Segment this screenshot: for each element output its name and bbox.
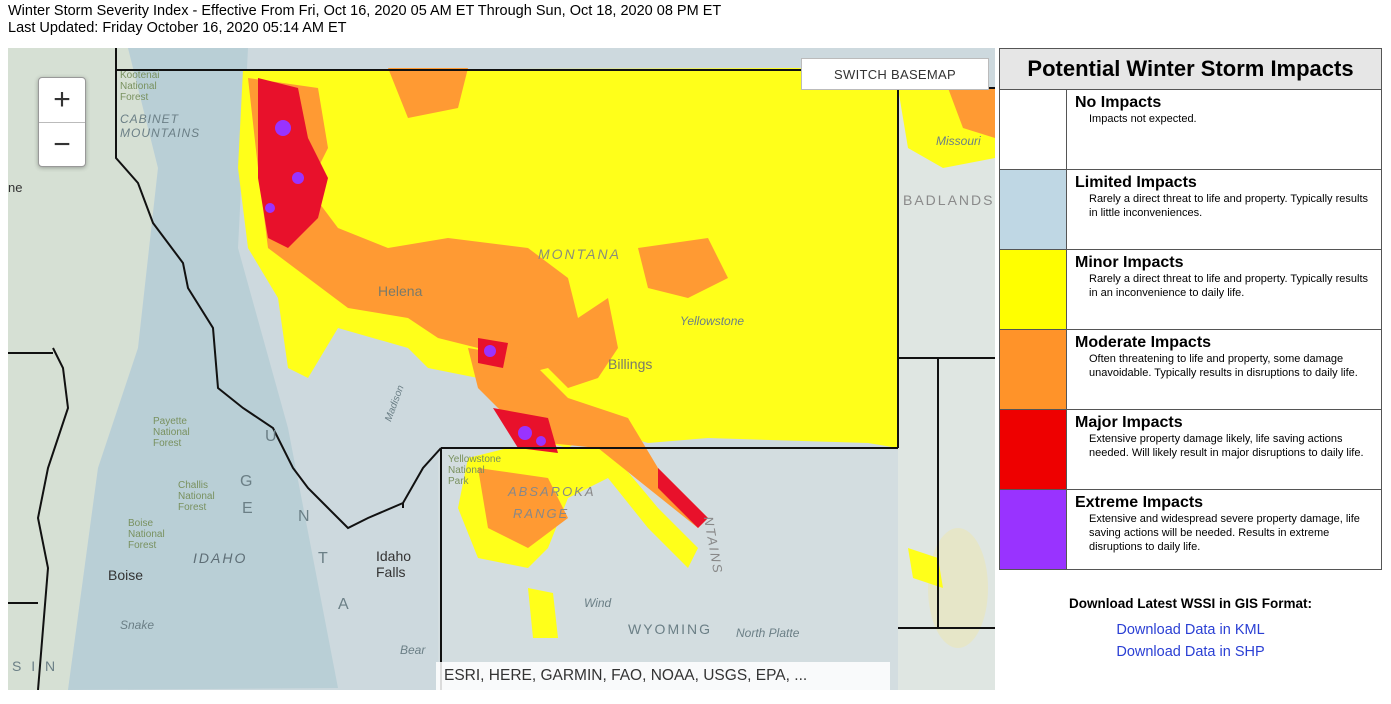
wssi-extreme-2 bbox=[292, 172, 304, 184]
legend-row-desc: Rarely a direct threat to life and prope… bbox=[1089, 193, 1368, 219]
switch-basemap-button[interactable]: SWITCH BASEMAP bbox=[801, 58, 989, 90]
legend-row-desc: Often threatening to life and property, … bbox=[1089, 353, 1358, 379]
wssi-major-north bbox=[258, 78, 328, 248]
legend-row-limited: Limited Impacts Rarely a direct threat t… bbox=[1000, 170, 1381, 250]
legend-swatch-extreme bbox=[1000, 490, 1067, 569]
terrain-west bbox=[8, 48, 158, 690]
label-idaho: IDAHO bbox=[193, 550, 248, 566]
wssi-extreme-4 bbox=[484, 345, 496, 357]
label-wyoming: WYOMING bbox=[628, 621, 712, 637]
label-yellowstone-np: Yellowstone National Park bbox=[448, 454, 502, 487]
label-range-letter-4: N bbox=[298, 508, 310, 525]
legend-row-title: Major Impacts bbox=[1075, 414, 1183, 431]
label-yellowstone-river: Yellowstone bbox=[680, 314, 745, 328]
legend-row-desc: Rarely a direct threat to life and prope… bbox=[1089, 273, 1368, 299]
legend-row-moderate: Moderate Impacts Often threatening to li… bbox=[1000, 330, 1381, 410]
label-range-letter-6: A bbox=[338, 596, 349, 613]
terrain-blob bbox=[928, 528, 988, 648]
legend-row-title: Extreme Impacts bbox=[1075, 494, 1204, 511]
label-missouri: Missouri bbox=[936, 134, 981, 148]
wssi-moderate-east bbox=[638, 238, 728, 298]
label-montana: MONTANA bbox=[538, 246, 621, 262]
label-cabinet: CABINET MOUNTAINS bbox=[120, 112, 201, 140]
download-section: Download Latest WSSI in GIS Format: Down… bbox=[999, 596, 1382, 663]
impacts-legend: Potential Winter Storm Impacts No Impact… bbox=[999, 48, 1382, 570]
zoom-in-button[interactable]: + bbox=[53, 83, 71, 116]
page-header: Winter Storm Severity Index - Effective … bbox=[8, 3, 721, 37]
label-snake: Snake bbox=[120, 618, 155, 632]
label-range-letter-1: G bbox=[240, 473, 253, 490]
label-range-letter-2: E bbox=[242, 500, 253, 517]
label-boise-nf: Boise National Forest bbox=[128, 518, 165, 551]
wssi-moderate-south bbox=[468, 348, 708, 528]
legend-text: No Impacts Impacts not expected. bbox=[1067, 90, 1205, 169]
label-ne: ne bbox=[8, 180, 23, 195]
legend-title: Potential Winter Storm Impacts bbox=[1000, 49, 1381, 90]
label-kootenai: Kootenai National Forest bbox=[120, 70, 160, 103]
legend-row-title: Limited Impacts bbox=[1075, 174, 1197, 191]
legend-row-no-impacts: No Impacts Impacts not expected. bbox=[1000, 90, 1381, 170]
wssi-moderate-absaroka bbox=[478, 468, 568, 548]
label-idaho-falls: Idaho Falls bbox=[376, 548, 412, 580]
label-wind: Wind bbox=[584, 596, 612, 610]
legend-swatch-moderate bbox=[1000, 330, 1067, 409]
wssi-minor-spot bbox=[908, 548, 943, 588]
map-panel[interactable]: MONTANA Helena Billings IDAHO Idaho Fall… bbox=[8, 48, 995, 690]
wssi-extreme-3 bbox=[265, 203, 275, 213]
label-absaroka: ABSAROKA bbox=[508, 484, 596, 499]
map-canvas[interactable] bbox=[8, 48, 995, 690]
legend-swatch-minor bbox=[1000, 250, 1067, 329]
download-kml-link[interactable]: Download Data in KML bbox=[1116, 622, 1265, 638]
download-title: Download Latest WSSI in GIS Format: bbox=[1068, 596, 1312, 611]
label-boise: Boise bbox=[108, 567, 144, 583]
label-range-letter-3: U bbox=[265, 428, 277, 445]
legend-row-title: Moderate Impacts bbox=[1075, 334, 1212, 351]
label-challis: Challis National Forest bbox=[178, 480, 215, 513]
wssi-moderate-ne bbox=[948, 88, 995, 138]
legend-row-title: No Impacts bbox=[1075, 94, 1162, 111]
label-range-letter-5: T bbox=[318, 550, 328, 567]
legend-text: Limited Impacts Rarely a direct threat t… bbox=[1067, 170, 1381, 249]
wssi-moderate-central bbox=[248, 78, 618, 388]
legend-row-minor: Minor Impacts Rarely a direct threat to … bbox=[1000, 250, 1381, 330]
zoom-out-button[interactable]: − bbox=[39, 122, 85, 167]
label-range: RANGE bbox=[513, 506, 570, 521]
label-helena: Helena bbox=[378, 283, 423, 299]
west-border bbox=[36, 347, 70, 690]
legend-row-desc: Extensive and widespread severe property… bbox=[1089, 513, 1360, 553]
wssi-moderate-north bbox=[388, 68, 468, 118]
wssi-minor-area bbox=[238, 68, 898, 448]
wssi-extreme-1 bbox=[275, 120, 291, 136]
wssi-major-se bbox=[658, 468, 708, 528]
legend-text: Moderate Impacts Often threatening to li… bbox=[1067, 330, 1381, 409]
last-updated: Last Updated: Friday October 16, 2020 05… bbox=[8, 20, 347, 36]
legend-row-desc: Impacts not expected. bbox=[1089, 113, 1197, 125]
label-badlands: BADLANDS bbox=[903, 192, 995, 208]
legend-swatch-limited bbox=[1000, 170, 1067, 249]
download-shp-link[interactable]: Download Data in SHP bbox=[1116, 644, 1265, 660]
label-bear: Bear bbox=[400, 643, 426, 657]
wssi-minor-spot2 bbox=[528, 588, 558, 638]
legend-row-desc: Extensive property damage likely, life s… bbox=[1089, 433, 1364, 459]
legend-row-major: Major Impacts Extensive property damage … bbox=[1000, 410, 1381, 490]
legend-text: Extreme Impacts Extensive and widespread… bbox=[1067, 490, 1381, 569]
idaho-montana-border bbox=[115, 48, 442, 530]
wssi-extreme-5 bbox=[518, 426, 532, 440]
wssi-extreme-6 bbox=[536, 436, 546, 446]
legend-text: Minor Impacts Rarely a direct threat to … bbox=[1067, 250, 1381, 329]
label-payette: Payette National Forest bbox=[153, 416, 190, 449]
legend-text: Major Impacts Extensive property damage … bbox=[1067, 410, 1381, 489]
legend-row-extreme: Extreme Impacts Extensive and widespread… bbox=[1000, 490, 1381, 569]
legend-row-title: Minor Impacts bbox=[1075, 254, 1184, 271]
terrain-mountains bbox=[68, 48, 338, 690]
page-title: Winter Storm Severity Index - Effective … bbox=[8, 3, 722, 19]
label-sin: S I N bbox=[12, 658, 59, 674]
map-attribution[interactable]: ESRI, HERE, GARMIN, FAO, NOAA, USGS, EPA… bbox=[436, 662, 890, 690]
label-north-platte: North Platte bbox=[736, 626, 800, 640]
zoom-control: + − bbox=[38, 77, 86, 167]
legend-swatch-major bbox=[1000, 410, 1067, 489]
legend-swatch-no-impacts bbox=[1000, 90, 1067, 169]
label-billings: Billings bbox=[608, 356, 653, 372]
